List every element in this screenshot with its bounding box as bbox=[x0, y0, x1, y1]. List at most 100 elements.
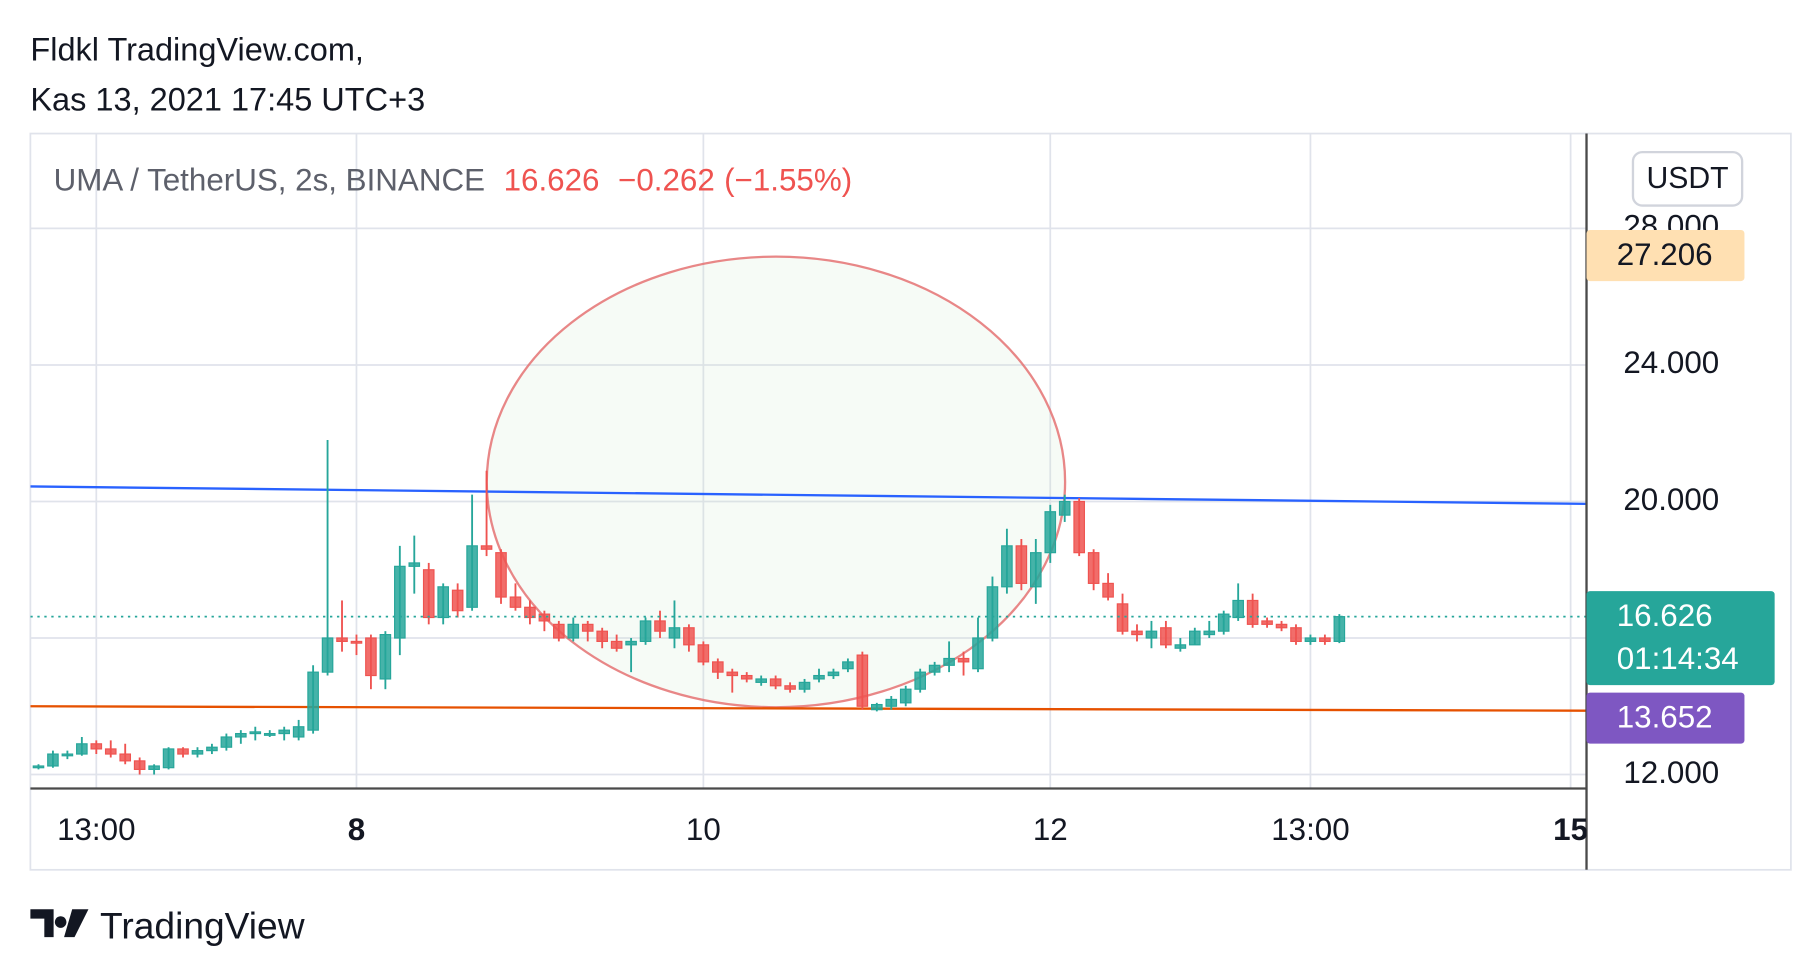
candle-body bbox=[292, 726, 305, 738]
candle-body bbox=[538, 613, 551, 622]
header-line2: Kas 13, 2021 17:45 UTC+3 bbox=[30, 81, 425, 117]
candle-body bbox=[1044, 511, 1057, 554]
candle-body bbox=[422, 569, 435, 619]
candle-body bbox=[972, 637, 984, 670]
trend-line bbox=[30, 485, 1587, 506]
candle-body bbox=[1058, 500, 1071, 516]
candle-body bbox=[798, 681, 811, 690]
trend-line bbox=[30, 705, 1587, 712]
candle-body bbox=[104, 748, 117, 755]
candle-body bbox=[47, 753, 59, 767]
y-tick-label: 24.000 bbox=[1623, 345, 1719, 380]
candle-body bbox=[842, 661, 854, 670]
candle-body bbox=[1087, 552, 1100, 584]
candle-body bbox=[1261, 620, 1273, 625]
candle-body bbox=[1145, 630, 1158, 639]
price-labels: 27.206 16.626 01:14:34 13.652 bbox=[1586, 229, 1775, 744]
candle-body bbox=[784, 685, 796, 690]
x-tick-label: 15 bbox=[1553, 812, 1588, 847]
candle-body bbox=[740, 674, 753, 680]
currency-box[interactable] bbox=[1631, 150, 1744, 207]
candle-body bbox=[625, 640, 637, 646]
candle-body bbox=[220, 736, 233, 748]
candle-body bbox=[307, 671, 319, 731]
price-label-box bbox=[1586, 591, 1775, 686]
candle-body bbox=[827, 671, 840, 677]
candle-body bbox=[379, 634, 392, 680]
candle-body bbox=[437, 586, 450, 619]
x-tick-label: 10 bbox=[686, 812, 721, 847]
candle-body bbox=[1217, 613, 1230, 632]
candle-body bbox=[639, 620, 652, 642]
countdown: 01:14:34 bbox=[1617, 641, 1739, 676]
candle-body bbox=[32, 765, 45, 769]
candle-body bbox=[871, 703, 883, 711]
candle-body bbox=[1015, 545, 1028, 584]
candle-body bbox=[206, 746, 218, 752]
candle-body bbox=[90, 743, 103, 750]
candle-body bbox=[235, 732, 247, 738]
candle-body bbox=[813, 674, 825, 680]
candle-body bbox=[856, 654, 869, 707]
candle-body bbox=[76, 743, 88, 755]
x-axis-labels: 13:00 8 10 12 13:00 15 bbox=[57, 812, 1588, 847]
price-label: 13.652 bbox=[1617, 700, 1713, 735]
candle-body bbox=[1102, 582, 1114, 598]
plot bbox=[30, 440, 1587, 775]
candle-body bbox=[249, 731, 262, 735]
candle-body bbox=[495, 552, 507, 598]
candle-body bbox=[1319, 637, 1331, 642]
candle-body bbox=[1174, 644, 1187, 649]
price-label: 16.626 bbox=[1617, 598, 1713, 633]
candle-body bbox=[119, 753, 132, 762]
brand-logo bbox=[30, 909, 89, 938]
candle-body bbox=[278, 729, 291, 735]
candle-body bbox=[726, 671, 739, 677]
change-pct: (−1.55%) bbox=[724, 162, 852, 197]
candle-body bbox=[133, 760, 146, 770]
price-label-box bbox=[1586, 692, 1745, 744]
candle-body bbox=[321, 637, 334, 673]
y-tick-label: 12.000 bbox=[1623, 755, 1719, 790]
candle-body bbox=[1160, 627, 1172, 646]
last-price: 16.626 bbox=[504, 162, 600, 197]
candle-body bbox=[697, 644, 710, 663]
x-tick-label: 8 bbox=[348, 812, 365, 847]
candle-body bbox=[553, 623, 565, 639]
candle-body bbox=[1073, 500, 1085, 554]
candle-body bbox=[524, 606, 536, 619]
candle-body bbox=[148, 765, 160, 770]
currency: USDT bbox=[1646, 162, 1728, 195]
candle-body bbox=[654, 620, 666, 632]
x-tick-label: 13:00 bbox=[1271, 812, 1349, 847]
candle-body bbox=[350, 640, 363, 644]
candle-body bbox=[1290, 627, 1302, 642]
candle-body bbox=[957, 657, 970, 663]
candle-body bbox=[567, 623, 580, 639]
y-tick-label: 20.000 bbox=[1623, 482, 1719, 517]
candle-body bbox=[769, 678, 782, 687]
candle-body bbox=[394, 565, 406, 639]
candle-body bbox=[480, 545, 493, 550]
candle-body bbox=[1246, 599, 1259, 625]
candle-body bbox=[408, 562, 421, 567]
candle-body bbox=[610, 640, 623, 649]
candle-body bbox=[596, 630, 608, 642]
candle-body bbox=[61, 753, 74, 757]
legend: UMA / TetherUS, 2s, BINANCE 16.626 −0.262 (… bbox=[54, 162, 853, 197]
candle-body bbox=[928, 664, 941, 673]
candle-body bbox=[466, 545, 478, 608]
candle-body bbox=[1030, 552, 1042, 588]
symbol: UMA / TetherUS, 2s, BINANCE bbox=[54, 162, 485, 197]
candle-body bbox=[943, 657, 955, 666]
grid bbox=[30, 133, 1587, 789]
candle-body bbox=[1333, 616, 1346, 642]
candle-body bbox=[1116, 603, 1129, 632]
candle-body bbox=[986, 586, 999, 639]
candle-body bbox=[1001, 545, 1013, 588]
candle-body bbox=[336, 637, 348, 642]
candle-body bbox=[191, 750, 204, 755]
candle-body bbox=[899, 688, 912, 704]
candle-body bbox=[1189, 630, 1201, 646]
